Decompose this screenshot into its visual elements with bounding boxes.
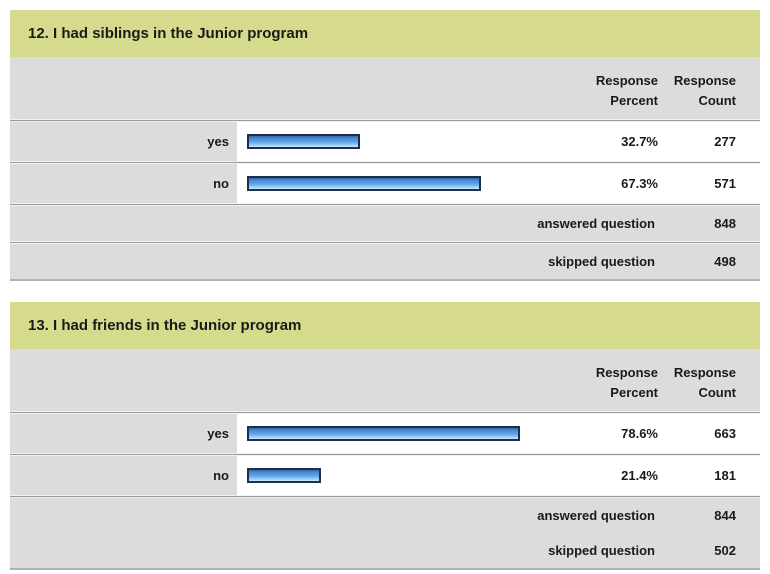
response-count-value: 181 xyxy=(714,468,736,483)
bar-track xyxy=(247,174,594,193)
bar-cell xyxy=(237,122,594,161)
answer-row-yes: yes 78.6% 663 xyxy=(10,414,760,453)
answer-row-yes: yes 32.7% 277 xyxy=(10,122,760,161)
bar-cell xyxy=(237,456,594,495)
answered-question-label: answered question xyxy=(537,508,655,523)
answer-label: no xyxy=(10,456,237,495)
answer-label: no xyxy=(10,164,237,203)
response-count-value: 663 xyxy=(714,426,736,441)
response-count-column-header: Response Count xyxy=(673,365,736,400)
response-count-column-header: Response Count xyxy=(673,73,736,108)
skipped-question-label: skipped question xyxy=(548,543,655,558)
row-divider xyxy=(10,453,760,456)
skipped-question-label: skipped question xyxy=(548,254,655,269)
answer-row-no: no 67.3% 571 xyxy=(10,164,760,203)
skipped-question-row: skipped question 498 xyxy=(10,244,760,279)
bar-track xyxy=(247,132,594,151)
answered-question-count: 844 xyxy=(714,508,736,523)
response-bar xyxy=(247,134,361,149)
response-percent-column-header: Response Percent xyxy=(595,73,658,108)
column-header-band: Response Percent Response Count xyxy=(10,57,760,119)
skipped-question-count: 502 xyxy=(714,543,736,558)
question-title: 12. I had siblings in the Junior program xyxy=(28,25,309,42)
response-bar xyxy=(247,426,520,441)
response-percent-value: 32.7% xyxy=(621,134,658,149)
answer-row-no: no 21.4% 181 xyxy=(10,456,760,495)
row-divider xyxy=(10,241,760,244)
row-divider xyxy=(10,495,760,498)
response-count-value: 277 xyxy=(714,134,736,149)
answered-question-label: answered question xyxy=(537,216,655,231)
response-percent-value: 67.3% xyxy=(621,176,658,191)
response-bar xyxy=(247,468,322,483)
response-percent-value: 21.4% xyxy=(621,468,658,483)
answered-question-row: answered question 848 xyxy=(10,206,760,241)
response-bar xyxy=(247,176,481,191)
question-header: 12. I had siblings in the Junior program xyxy=(10,10,760,57)
row-divider xyxy=(10,411,760,414)
bar-track xyxy=(247,466,594,485)
bar-cell xyxy=(237,164,594,203)
answered-question-row: answered question 844 xyxy=(10,498,760,533)
column-header-band: Response Percent Response Count xyxy=(10,349,760,411)
skipped-question-count: 498 xyxy=(714,254,736,269)
row-divider xyxy=(10,203,760,206)
row-divider xyxy=(10,161,760,164)
bar-track xyxy=(247,424,594,443)
question-header: 13. I had friends in the Junior program xyxy=(10,302,760,349)
response-percent-column-header: Response Percent xyxy=(595,365,658,400)
question-title: 13. I had friends in the Junior program xyxy=(28,317,302,334)
answer-label: yes xyxy=(10,414,237,453)
row-divider xyxy=(10,119,760,122)
answer-label: yes xyxy=(10,122,237,161)
answered-question-count: 848 xyxy=(714,216,736,231)
response-percent-value: 78.6% xyxy=(621,426,658,441)
question-12-results: 12. I had siblings in the Junior program… xyxy=(10,10,760,281)
bar-cell xyxy=(237,414,594,453)
skipped-question-row: skipped question 502 xyxy=(10,533,760,568)
question-13-results: 13. I had friends in the Junior program … xyxy=(10,302,760,570)
response-count-value: 571 xyxy=(714,176,736,191)
